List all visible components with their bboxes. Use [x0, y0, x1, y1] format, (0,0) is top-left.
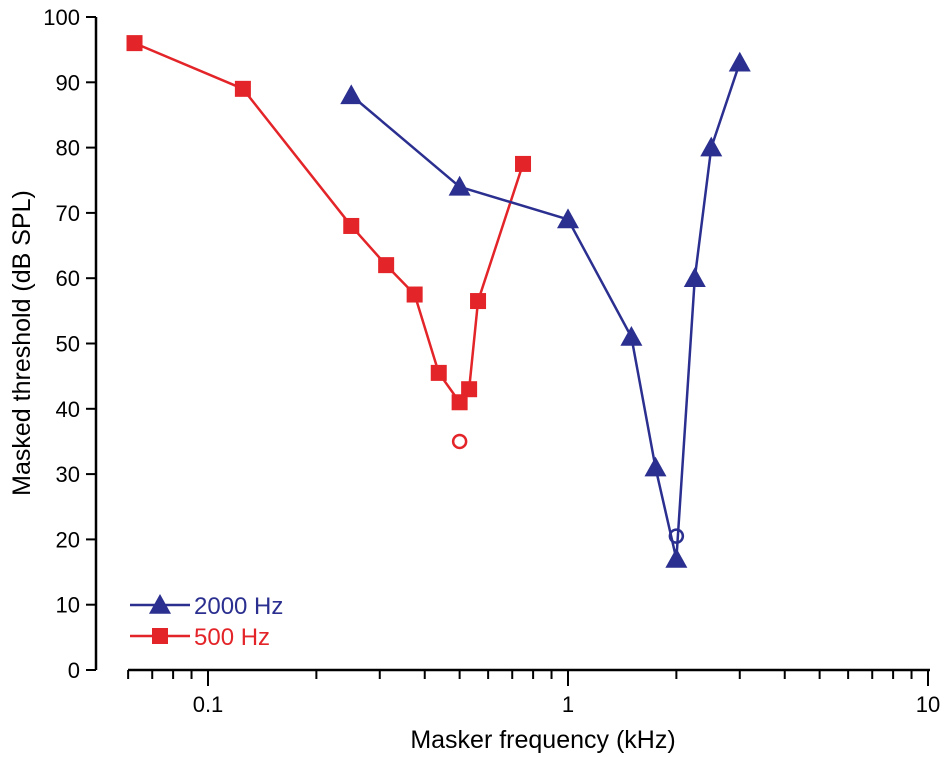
series-layer	[126, 35, 751, 568]
series-line	[134, 41, 525, 404]
y-tick-label: 0	[68, 658, 80, 683]
legend-marker	[149, 594, 171, 614]
y-tick-label: 100	[43, 5, 80, 30]
series-500-hz	[126, 35, 532, 450]
axes: 0 10 20 30 40 50 60 70 80 90 100 0.1 1 10	[43, 5, 940, 717]
y-tick-label: 60	[56, 266, 80, 291]
data-point	[515, 155, 532, 172]
legend-item: 2000 Hz	[130, 593, 283, 620]
y-tick-label: 40	[56, 397, 80, 422]
data-point	[378, 257, 395, 274]
legend: 2000 Hz 500 Hz	[130, 593, 283, 651]
y-tick-label: 20	[56, 527, 80, 552]
data-point	[343, 217, 360, 234]
legend-label: 2000 Hz	[194, 593, 283, 620]
legend-item: 500 Hz	[130, 624, 270, 651]
x-tick-label: 1	[562, 692, 574, 717]
x-tick-label: 10	[916, 692, 940, 717]
y-tick-label: 80	[56, 136, 80, 161]
y-tick-label: 30	[56, 462, 80, 487]
data-point	[620, 325, 643, 346]
x-tick-label: 0.1	[193, 692, 224, 717]
data-point	[430, 364, 447, 381]
x-axis-title: Masker frequency (kHz)	[410, 726, 675, 754]
open-marker	[451, 433, 468, 450]
data-point	[728, 51, 751, 72]
y-tick-label: 90	[56, 70, 80, 95]
y-tick-label: 10	[56, 593, 80, 618]
y-tick-label: 70	[56, 201, 80, 226]
series-line	[350, 62, 741, 561]
data-point	[470, 293, 487, 310]
data-point	[644, 456, 667, 477]
data-point	[700, 136, 723, 157]
data-point	[665, 547, 688, 568]
y-tick-label: 50	[56, 332, 80, 357]
data-point	[683, 267, 706, 287]
data-point	[451, 394, 468, 411]
data-point	[406, 286, 423, 303]
legend-label: 500 Hz	[194, 624, 270, 651]
y-axis-title: Masked threshold (dB SPL)	[8, 190, 36, 496]
data-point	[234, 80, 251, 97]
data-point	[126, 35, 143, 52]
data-point	[448, 175, 471, 196]
data-point	[557, 208, 579, 229]
series-2000-hz	[340, 51, 751, 568]
data-point	[340, 84, 363, 105]
open-marker	[668, 528, 685, 544]
legend-marker	[152, 628, 168, 644]
data-point	[461, 381, 478, 398]
